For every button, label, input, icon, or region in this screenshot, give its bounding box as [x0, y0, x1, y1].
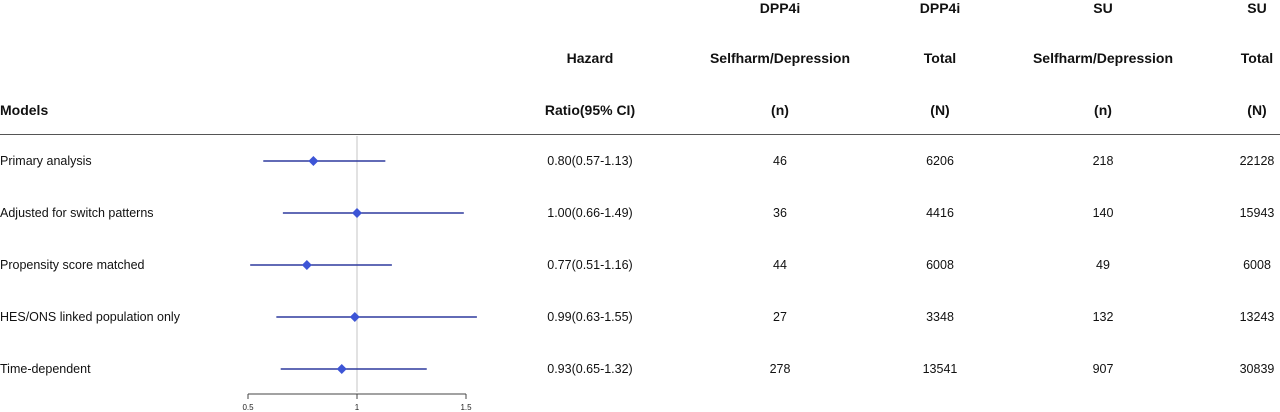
dpp4i-events-cell: 27 [773, 310, 787, 324]
header-dpp4i-total-line3: (N) [930, 102, 950, 118]
header-su-total-line2: Total [1240, 50, 1274, 66]
dpp4i-events-cell: 36 [773, 206, 787, 220]
row-model-label: Time-dependent [0, 362, 91, 376]
header-hr-line1: Hazard [566, 50, 614, 66]
row-model-label: Primary analysis [0, 154, 92, 168]
header-su-total-line3: (N) [1247, 102, 1267, 118]
su-events-cell: 132 [1092, 310, 1114, 324]
hr-ci-cell: 1.00(0.66-1.49) [547, 206, 633, 220]
dpp4i-total-cell: 4416 [926, 206, 954, 220]
header-su-events-line3: (n) [1094, 102, 1112, 118]
header-dpp4i-events-line3: (n) [771, 102, 789, 118]
header-dpp4i-total-line2: Total [923, 50, 957, 66]
su-total-cell: 13243 [1239, 310, 1275, 324]
estimate-marker [301, 260, 312, 270]
header-su-events-line2: Selfharm/Depression [1032, 50, 1174, 66]
row-model-label: Propensity score matched [0, 258, 145, 272]
header-dpp4i-events-line1: DPP4i [759, 0, 801, 16]
su-total-cell: 6008 [1243, 258, 1271, 272]
row-model-label: Adjusted for switch patterns [0, 206, 154, 220]
su-events-cell: 218 [1092, 154, 1114, 168]
header-models: Models [0, 102, 49, 118]
estimate-marker [352, 208, 362, 218]
su-total-cell: 30839 [1239, 362, 1275, 376]
x-tick-label: 0.5 [242, 403, 254, 412]
header-su-events-line1: SU [1093, 0, 1113, 16]
hr-ci-cell: 0.99(0.63-1.55) [547, 310, 633, 324]
su-events-cell: 49 [1096, 258, 1110, 272]
estimate-marker [349, 312, 360, 322]
dpp4i-total-cell: 6206 [926, 154, 954, 168]
row-model-label: HES/ONS linked population only [0, 310, 180, 324]
dpp4i-total-cell: 3348 [926, 310, 954, 324]
header-dpp4i-total-line1: DPP4i [919, 0, 961, 16]
estimate-marker [308, 156, 319, 166]
header-divider [0, 134, 1280, 135]
x-tick-label: 1.5 [460, 403, 472, 412]
dpp4i-events-cell: 278 [769, 362, 791, 376]
header-dpp4i-events-line2: Selfharm/Depression [709, 50, 851, 66]
hr-ci-cell: 0.77(0.51-1.16) [547, 258, 633, 272]
su-total-cell: 22128 [1239, 154, 1275, 168]
estimate-marker [336, 364, 347, 374]
hr-ci-cell: 0.80(0.57-1.13) [547, 154, 633, 168]
dpp4i-events-cell: 46 [773, 154, 787, 168]
dpp4i-total-cell: 13541 [922, 362, 958, 376]
x-tick-label: 1 [355, 403, 360, 412]
hr-ci-cell: 0.93(0.65-1.32) [547, 362, 633, 376]
su-events-cell: 907 [1092, 362, 1114, 376]
su-total-cell: 15943 [1239, 206, 1275, 220]
dpp4i-total-cell: 6008 [926, 258, 954, 272]
dpp4i-events-cell: 44 [773, 258, 787, 272]
header-hr-line2: Ratio(95% CI) [544, 102, 636, 118]
header-su-total-line1: SU [1247, 0, 1267, 16]
su-events-cell: 140 [1092, 206, 1114, 220]
